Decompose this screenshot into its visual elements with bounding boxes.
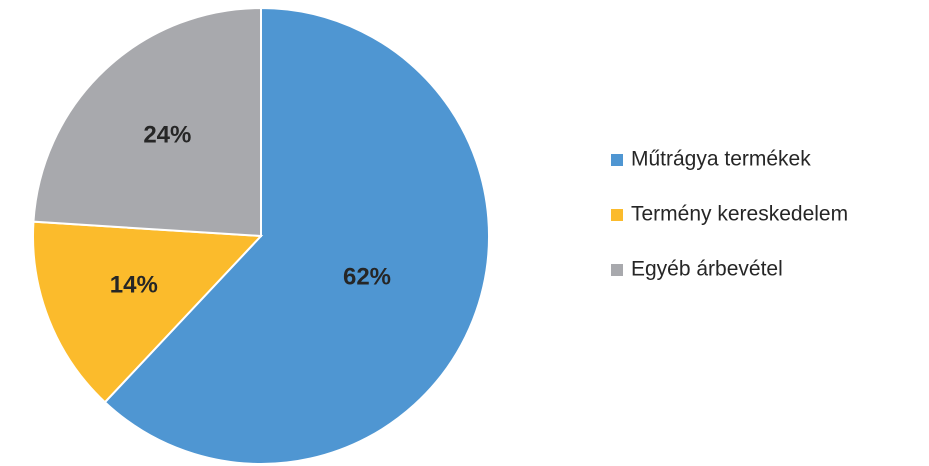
- data-label: 14%: [110, 272, 158, 299]
- data-label: 62%: [343, 263, 391, 290]
- legend-swatch: [611, 209, 623, 221]
- legend-label: Termény kereskedelem: [631, 203, 848, 226]
- data-label: 24%: [143, 122, 191, 149]
- pie-slice: [103, 6, 490, 465]
- legend-label: Műtrágya termékek: [631, 148, 811, 171]
- legend-swatch: [611, 154, 623, 166]
- pie-slice: [32, 220, 264, 404]
- legend-swatch: [611, 264, 623, 276]
- legend-label: Egyéb árbevétel: [631, 258, 783, 281]
- pie-slice: [32, 6, 262, 238]
